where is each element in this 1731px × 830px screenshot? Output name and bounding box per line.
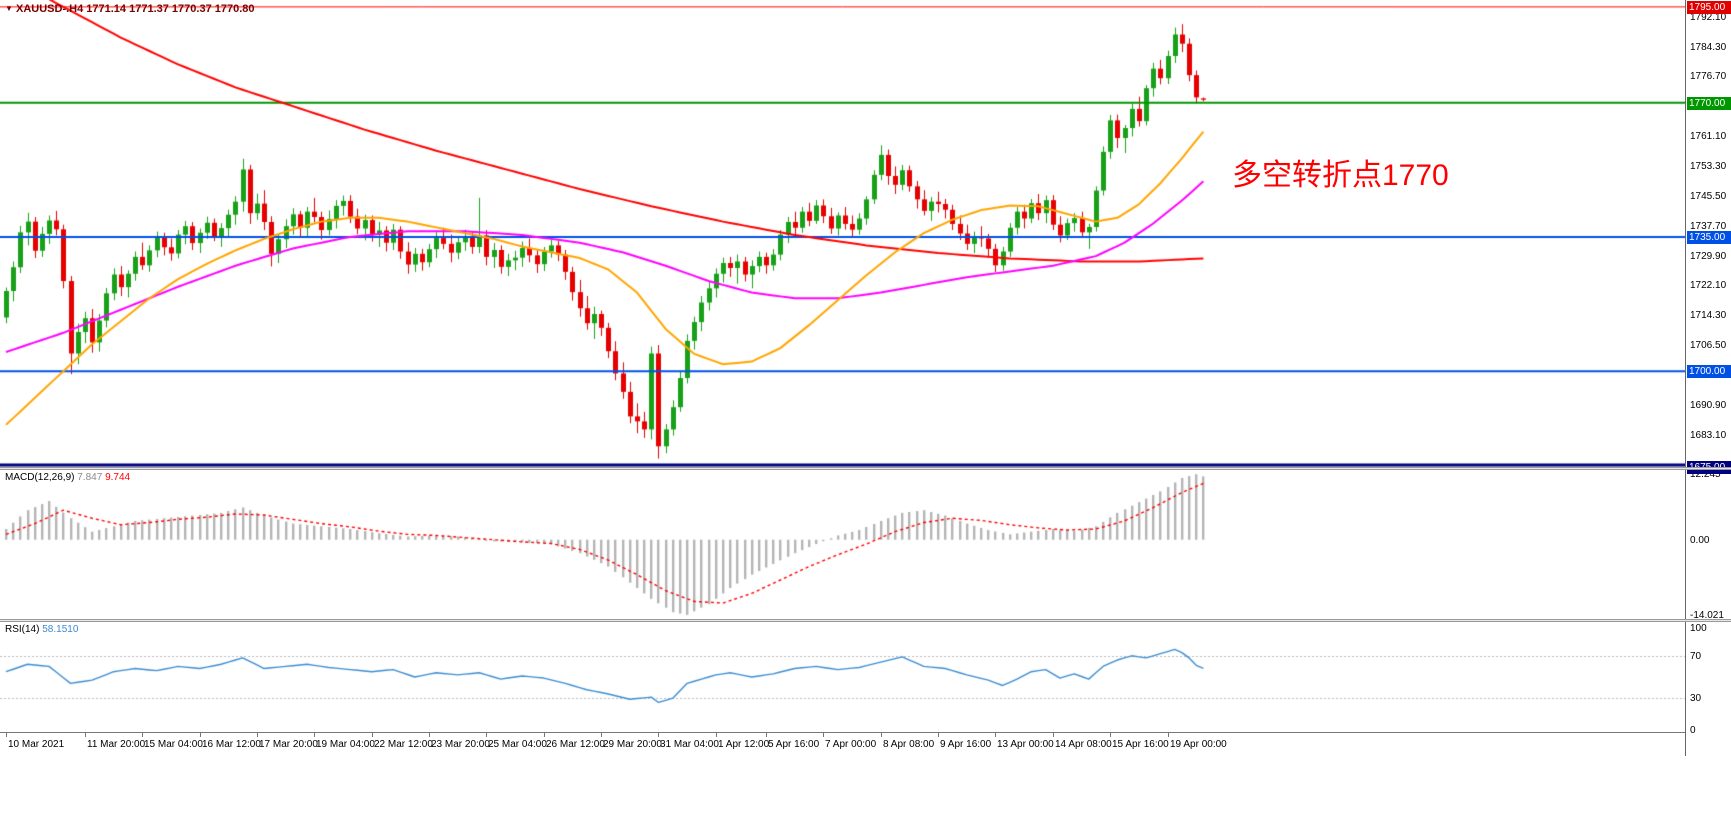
time-tick bbox=[142, 733, 143, 737]
time-tick bbox=[314, 733, 315, 737]
time-label: 14 Apr 08:00 bbox=[1055, 739, 1112, 750]
price-tick-label: 1683.10 bbox=[1690, 429, 1727, 441]
price-badge-1795.00: 1795.00 bbox=[1687, 0, 1731, 14]
price-axis[interactable]: 1792.101784.301776.701768.901761.101753.… bbox=[1685, 0, 1731, 756]
macd-value-signal: 9.744 bbox=[105, 472, 131, 483]
time-tick bbox=[938, 733, 939, 737]
time-tick bbox=[372, 733, 373, 737]
time-label: 19 Apr 00:00 bbox=[1170, 739, 1227, 750]
price-tick-label: 1706.50 bbox=[1690, 340, 1727, 352]
price-tick-label: 1761.10 bbox=[1690, 130, 1727, 142]
macd-canvas[interactable] bbox=[0, 470, 1685, 619]
price-tick-label: 1737.70 bbox=[1690, 220, 1727, 232]
time-label: 5 Apr 16:00 bbox=[768, 739, 820, 750]
rsi-value: 58.1510 bbox=[42, 624, 79, 635]
ohlc-values: 1771.14 1771.37 1770.37 1770.80 bbox=[86, 3, 255, 15]
price-tick-label: 1745.50 bbox=[1690, 190, 1727, 202]
time-label: 17 Mar 20:00 bbox=[259, 739, 318, 750]
time-label: 13 Apr 00:00 bbox=[997, 739, 1054, 750]
time-tick bbox=[544, 733, 545, 737]
time-tick bbox=[85, 733, 86, 737]
time-tick bbox=[716, 733, 717, 737]
rsi-axis-label: 0 bbox=[1690, 725, 1696, 736]
rsi-panel[interactable]: RSI(14) 58.1510 bbox=[0, 622, 1685, 732]
time-tick bbox=[766, 733, 767, 737]
price-tick-label: 1792.10 bbox=[1690, 12, 1727, 24]
time-label: 9 Apr 16:00 bbox=[940, 739, 992, 750]
rsi-canvas[interactable] bbox=[0, 622, 1685, 732]
rsi-axis-label: 30 bbox=[1690, 693, 1702, 705]
time-label: 23 Mar 20:00 bbox=[431, 739, 490, 750]
macd-name: MACD(12,26,9) bbox=[5, 472, 75, 483]
macd-panel[interactable]: MACD(12,26,9) 7.847 9.744 bbox=[0, 470, 1685, 619]
price-tick-label: 1722.10 bbox=[1690, 280, 1727, 292]
time-label: 15 Apr 16:00 bbox=[1112, 739, 1169, 750]
chart-title: ▼ XAUUSD-.H4 1771.14 1771.37 1770.37 177… bbox=[5, 3, 255, 15]
macd-axis-label: -14.021 bbox=[1690, 610, 1724, 621]
time-tick bbox=[601, 733, 602, 737]
time-label: 16 Mar 12:00 bbox=[202, 739, 261, 750]
main-chart-panel[interactable]: ▼ XAUUSD-.H4 1771.14 1771.37 1770.37 177… bbox=[0, 0, 1685, 467]
macd-axis-label: 0.00 bbox=[1690, 534, 1710, 546]
time-axis[interactable]: 10 Mar 2021 11 Mar 20:00 15 Mar 04:00 16 Ma… bbox=[0, 732, 1731, 756]
time-label: 15 Mar 04:00 bbox=[144, 739, 203, 750]
chart-marker-icon: ▼ bbox=[5, 4, 13, 13]
rsi-label: RSI(14) 58.1510 bbox=[5, 624, 78, 635]
rsi-axis-label: 100 bbox=[1690, 623, 1707, 634]
time-label: 31 Mar 04:00 bbox=[660, 739, 719, 750]
price-badge-1770.00: 1770.00 bbox=[1687, 96, 1731, 110]
price-tick-label: 1753.30 bbox=[1690, 160, 1727, 172]
time-label: 22 Mar 12:00 bbox=[374, 739, 433, 750]
main-chart-canvas[interactable] bbox=[0, 0, 1685, 467]
rsi-name: RSI(14) bbox=[5, 624, 40, 635]
time-label: 25 Mar 04:00 bbox=[488, 739, 547, 750]
time-tick bbox=[1168, 733, 1169, 737]
macd-label: MACD(12,26,9) 7.847 9.744 bbox=[5, 472, 130, 483]
time-tick bbox=[6, 733, 7, 737]
time-tick bbox=[995, 733, 996, 737]
time-tick bbox=[823, 733, 824, 737]
time-label: 19 Mar 04:00 bbox=[316, 739, 375, 750]
time-label: 7 Apr 00:00 bbox=[825, 739, 877, 750]
time-tick bbox=[658, 733, 659, 737]
annotation-text: 多空转折点1770 bbox=[1232, 159, 1449, 192]
price-badge-1735.00: 1735.00 bbox=[1687, 230, 1731, 244]
time-label: 11 Mar 20:00 bbox=[87, 739, 146, 750]
time-tick bbox=[429, 733, 430, 737]
macd-axis-label: 12.245 bbox=[1690, 469, 1721, 480]
time-label: 1 Apr 12:00 bbox=[718, 739, 770, 750]
panel-divider-rsi[interactable] bbox=[0, 619, 1731, 622]
time-label: 29 Mar 20:00 bbox=[603, 739, 662, 750]
price-tick-label: 1714.30 bbox=[1690, 310, 1727, 322]
price-tick-label: 1776.70 bbox=[1690, 71, 1727, 83]
time-tick bbox=[200, 733, 201, 737]
time-label: 8 Apr 08:00 bbox=[883, 739, 935, 750]
price-tick-label: 1729.90 bbox=[1690, 250, 1727, 262]
time-label: 10 Mar 2021 bbox=[8, 739, 65, 750]
price-tick-label: 1690.90 bbox=[1690, 400, 1727, 412]
time-tick bbox=[486, 733, 487, 737]
price-tick-label: 1784.30 bbox=[1690, 41, 1727, 53]
macd-value-main: 7.847 bbox=[77, 472, 103, 483]
time-label: 26 Mar 12:00 bbox=[546, 739, 605, 750]
symbol-period-label: XAUUSD-.H4 bbox=[15, 3, 84, 15]
time-tick bbox=[1053, 733, 1054, 737]
time-tick bbox=[257, 733, 258, 737]
time-tick bbox=[881, 733, 882, 737]
price-badge-1700.00: 1700.00 bbox=[1687, 365, 1731, 379]
panel-divider-macd[interactable] bbox=[0, 467, 1731, 470]
time-tick bbox=[1110, 733, 1111, 737]
rsi-axis-label: 70 bbox=[1690, 650, 1702, 662]
